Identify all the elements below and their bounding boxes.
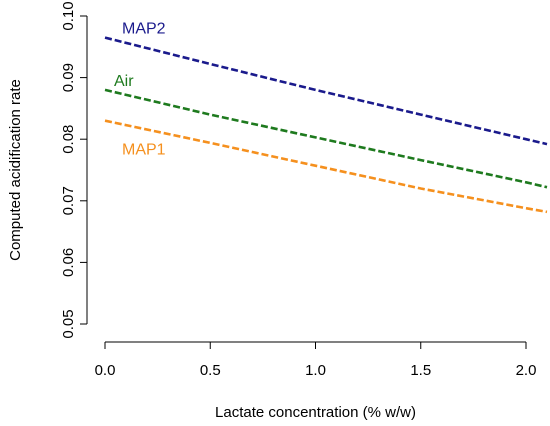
y-tick-label: 0.09	[60, 63, 77, 92]
y-axis-title: Computed acidification rate	[7, 79, 24, 261]
series-label-map2: MAP2	[122, 21, 166, 38]
y-tick-label: 0.08	[60, 125, 77, 154]
y-tick-label: 0.10	[60, 1, 77, 30]
y-tick-label: 0.05	[60, 309, 77, 338]
x-tick-label: 1.0	[305, 362, 326, 379]
y-tick-label: 0.06	[60, 248, 77, 277]
x-axis-title: Lactate concentration (% w/w)	[215, 404, 416, 421]
plot-area: MAP2 Air MAP1	[104, 21, 548, 214]
series-line-map2	[104, 36, 548, 146]
x-axis: 0.0 0.5 1.0 1.5 2.0	[95, 341, 537, 379]
y-axis: 0.05 0.06 0.07 0.08 0.09 0.10	[60, 1, 88, 339]
series-label-air: Air	[114, 73, 134, 90]
series-line-air	[104, 88, 548, 189]
x-tick-label: 0.0	[95, 362, 116, 379]
x-tick-label: 2.0	[516, 362, 537, 379]
x-tick-label: 0.5	[200, 362, 221, 379]
x-tick-label: 1.5	[410, 362, 431, 379]
series-label-map1: MAP1	[122, 142, 166, 159]
y-tick-label: 0.07	[60, 186, 77, 215]
series-line-map1	[104, 119, 548, 214]
